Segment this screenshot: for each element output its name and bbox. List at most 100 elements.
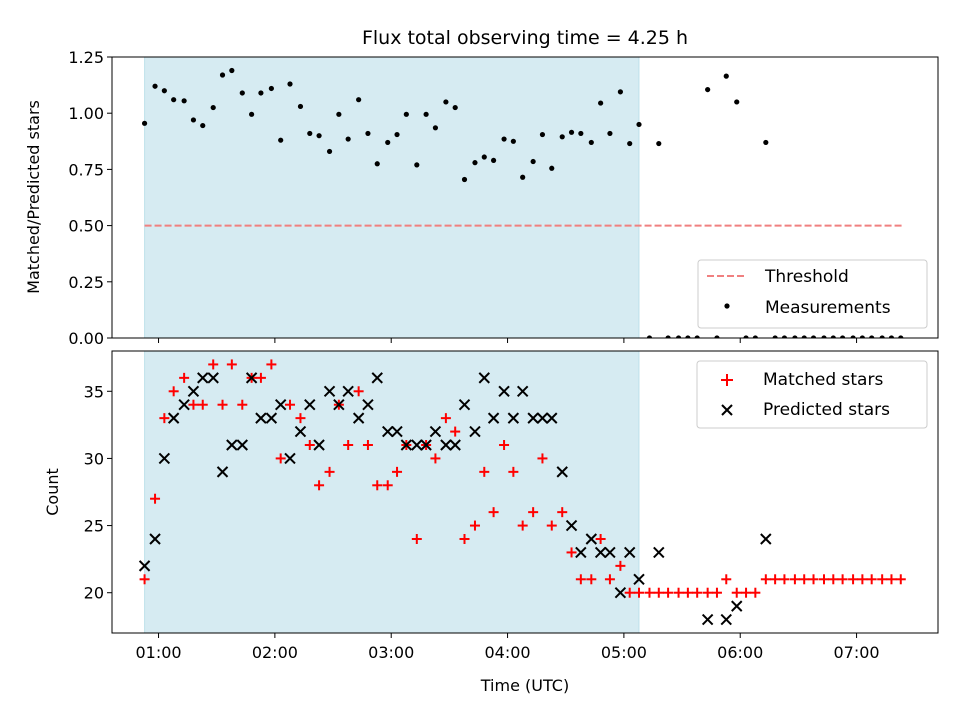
predicted-point xyxy=(342,385,354,397)
measurement-point xyxy=(578,130,584,137)
matched-point xyxy=(789,574,800,585)
y-tick-label: 35 xyxy=(84,382,104,401)
measurement-point xyxy=(763,139,769,146)
predicted-point xyxy=(236,439,249,451)
matched-point xyxy=(877,574,888,585)
matched-point xyxy=(353,386,364,397)
legend-predicted-label: Predicted stars xyxy=(763,400,890,420)
measurement-point xyxy=(530,158,536,165)
observing-window-shade xyxy=(144,56,640,339)
matched-point xyxy=(450,426,461,437)
matched-point xyxy=(208,359,219,370)
measurement-point xyxy=(810,335,817,338)
predicted-point xyxy=(546,412,558,424)
count-x-ticks: 01:00 02:00 03:00 04:00 05:00 06:00 07:00 xyxy=(135,633,880,662)
matched-point xyxy=(673,587,684,598)
matched-point xyxy=(624,587,635,598)
measurement-point xyxy=(278,137,284,143)
measurement-point xyxy=(781,335,788,338)
measurement-point xyxy=(898,335,904,338)
x-tick-label: 04:00 xyxy=(484,643,530,662)
matched-point xyxy=(469,520,480,531)
predicted-point xyxy=(458,399,471,411)
measurement-point xyxy=(297,103,304,110)
matched-point xyxy=(702,587,713,598)
matched-point xyxy=(168,386,179,397)
matched-point xyxy=(255,372,266,383)
measurement-point xyxy=(869,335,875,338)
predicted-point xyxy=(226,439,238,451)
legend-measurements-label: Measurements xyxy=(765,298,891,318)
x-tick-label: 05:00 xyxy=(601,643,647,662)
measurement-point xyxy=(141,120,148,126)
predicted-point xyxy=(720,613,732,626)
predicted-point xyxy=(323,385,336,397)
matched-point xyxy=(392,466,403,477)
predicted-point xyxy=(255,412,267,424)
measurement-point xyxy=(694,335,700,338)
measurement-point xyxy=(200,122,206,129)
matched-point xyxy=(731,587,742,598)
matched-point xyxy=(179,372,190,383)
predicted-point xyxy=(604,546,616,559)
matched-point xyxy=(488,507,499,518)
predicted-point xyxy=(313,439,325,451)
predicted-point xyxy=(187,385,200,397)
measurement-point xyxy=(181,98,187,104)
predicted-point xyxy=(411,439,423,451)
predicted-point xyxy=(487,412,500,424)
chart-title: Flux total observing time = 4.25 h xyxy=(362,27,688,49)
matched-point xyxy=(150,493,161,504)
count-y-axis-label: Count xyxy=(43,468,62,516)
measurement-point xyxy=(549,165,555,171)
measurement-point xyxy=(414,162,420,168)
measurement-point xyxy=(210,104,216,111)
x-tick-label: 06:00 xyxy=(717,643,763,662)
predicted-point xyxy=(138,560,151,572)
matched-point xyxy=(808,574,819,585)
measurement-point xyxy=(443,99,449,105)
predicted-point xyxy=(594,546,607,559)
predicted-point xyxy=(527,412,539,424)
y-tick-label: 25 xyxy=(84,517,104,536)
ratio-y-axis-label: Matched/Predicted stars xyxy=(24,100,43,294)
measurement-point xyxy=(501,136,507,142)
matched-point xyxy=(197,399,208,410)
predicted-point xyxy=(614,587,627,599)
measurement-point xyxy=(152,83,158,89)
measurement-point xyxy=(336,111,342,117)
count-y-ticks: 20 25 30 35 xyxy=(84,382,112,603)
matched-point xyxy=(411,534,422,544)
x-axis-label: Time (UTC) xyxy=(480,676,569,695)
measurement-point xyxy=(365,130,371,137)
matched-point xyxy=(517,520,528,531)
ratio-panel: 0.00 0.25 0.50 0.75 1.00 1.25 Flux total obse… xyxy=(24,27,939,348)
measurement-point xyxy=(588,139,594,146)
predicted-point xyxy=(498,385,510,397)
measurement-point xyxy=(859,335,865,338)
legend-matched-label: Matched stars xyxy=(763,370,883,390)
predicted-point xyxy=(556,466,568,478)
measurement-point xyxy=(539,131,546,138)
measurement-point xyxy=(636,121,642,128)
matched-point xyxy=(479,466,490,477)
observing-window-shade xyxy=(144,350,640,634)
predicted-point xyxy=(197,372,209,384)
count-axes-frame xyxy=(111,350,939,634)
matched-point xyxy=(575,574,586,585)
measurement-point xyxy=(772,335,778,338)
predicted-point xyxy=(478,372,490,384)
measurement-point xyxy=(656,140,662,147)
measurement-point xyxy=(559,134,565,140)
measurement-point xyxy=(520,174,526,180)
measurement-point xyxy=(830,335,836,338)
matched-point xyxy=(644,587,655,598)
legend-measurements-swatch xyxy=(724,303,730,309)
measurement-point xyxy=(307,130,313,137)
measurement-point xyxy=(743,335,749,338)
matched-point xyxy=(188,399,199,410)
predicted-point xyxy=(294,425,307,438)
measurement-point xyxy=(801,335,807,338)
